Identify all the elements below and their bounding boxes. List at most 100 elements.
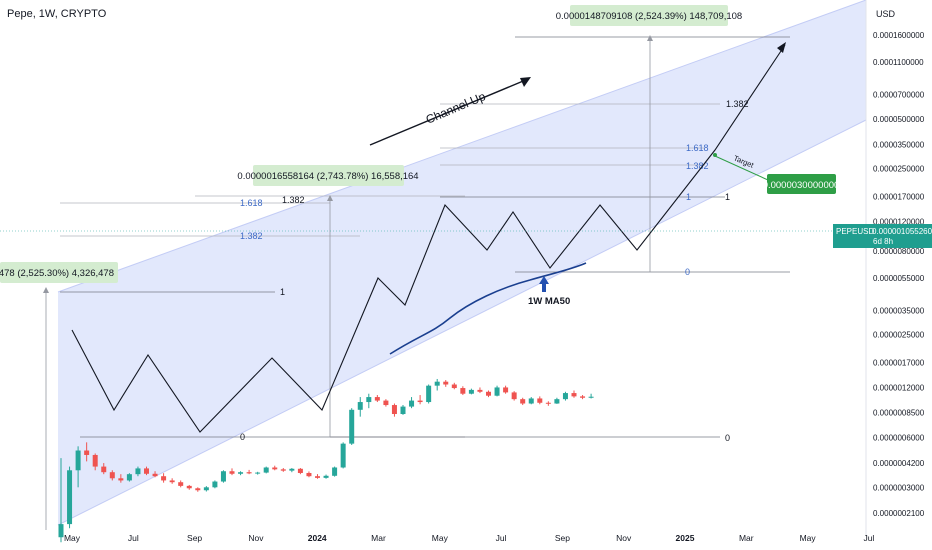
candle-body [357, 402, 363, 410]
candlestick-series [58, 378, 594, 543]
candle-body [588, 396, 594, 398]
ma50-line [389, 262, 587, 355]
y-tick-label: 0.0000120000 [873, 218, 925, 227]
y-tick-label: 0.0000700000 [873, 91, 925, 100]
candle-body [280, 469, 286, 471]
candle-body [203, 487, 209, 491]
y-tick-label: 0.0000002100 [873, 509, 925, 518]
candle-body [520, 399, 526, 404]
price-label-countdown: 6d 8h [873, 237, 893, 246]
candle-body [306, 472, 312, 477]
candle-body [554, 399, 560, 404]
callout-mid-bg [253, 165, 404, 186]
y-tick-label: 0.0000004200 [873, 459, 925, 468]
candle-body [340, 443, 346, 468]
y-tick-label: 0.0000035000 [873, 306, 925, 315]
candle-body [315, 476, 320, 478]
target-badge-bg [767, 174, 836, 194]
fib-mid-1618-label: 1.618 [240, 198, 263, 208]
candle-body [409, 400, 415, 407]
fib-right-1618-label: 1.618 [686, 143, 709, 153]
price-label-bg [833, 224, 932, 248]
y-tick-label: 0.0000008500 [873, 408, 925, 417]
fib-right-0-label: 0 [685, 267, 690, 277]
price-label-value: 0.0000010552600 [872, 227, 932, 236]
ma50-pointer-arrow [539, 276, 549, 292]
x-tick-label: May [64, 533, 81, 543]
candle-body [229, 471, 235, 474]
fib-mid-1382b-label: 1.382 [240, 231, 263, 241]
ma50-label: 1W MA50 [528, 296, 570, 307]
callout-top-text: 0.0000148709108 (2,524.39%) 148,709,108 [556, 11, 742, 22]
x-tick-label: 2025 [676, 533, 695, 543]
candle-body [238, 472, 244, 474]
target-pointer-line [714, 155, 769, 181]
y-tick-label: 0.0000250000 [873, 165, 925, 174]
y-axis-ticks: 0.0001600000 0.0001100000 0.0000700000 0.00… [873, 31, 925, 518]
y-tick-label: 0.0000025000 [873, 331, 925, 340]
y-tick-label: 0.0000017000 [873, 358, 925, 367]
currency-label: USD [876, 9, 896, 19]
candle-body [511, 392, 517, 400]
candle-body [426, 385, 432, 403]
x-tick-label: Mar [739, 533, 754, 543]
fib-left-1-label: 1 [280, 287, 285, 297]
candle-body [417, 400, 423, 403]
x-tick-label: Nov [616, 533, 632, 543]
fib-left-0-label: 0 [240, 432, 245, 442]
x-tick-label: Jul [496, 533, 507, 543]
candle-body [101, 466, 107, 473]
candle-body [126, 474, 132, 481]
y-tick-label: 0.0001100000 [873, 58, 924, 67]
candle-body [255, 472, 261, 474]
candle-body [537, 398, 543, 403]
candle-body [366, 397, 372, 403]
candle-body [195, 488, 201, 491]
candle-body [528, 398, 534, 404]
candle-body [486, 391, 491, 396]
channel-up-arrowhead [520, 77, 531, 87]
channel-upper-line [57, 0, 867, 293]
y-tick-label: 0.0000500000 [873, 115, 925, 124]
candle-body [109, 472, 115, 479]
y-tick-label: 0.0001600000 [873, 31, 925, 40]
candle-body [323, 475, 329, 478]
fib-right-1-label: 1 [686, 192, 691, 202]
candle-body [451, 384, 457, 389]
candle-body [84, 450, 90, 455]
x-tick-label: Jul [128, 533, 139, 543]
target-point [713, 153, 717, 157]
fib-right-1382b-label: 1.382 [686, 161, 709, 171]
candle-body [383, 400, 389, 406]
candle-body [460, 388, 466, 394]
x-tick-label: Nov [248, 533, 264, 543]
fib-right-1382-label: 1.382 [726, 99, 749, 109]
callout-left-bg [0, 262, 118, 283]
candle-body [443, 381, 449, 385]
candle-body [152, 473, 158, 477]
candle-body [477, 389, 483, 392]
candle-body [297, 468, 303, 473]
candle-body [161, 476, 167, 481]
candle-body [289, 468, 295, 471]
candle-body [212, 481, 218, 488]
channel-lower-line [57, 119, 867, 526]
candle-body [374, 397, 380, 401]
callout-top-bg [570, 5, 728, 26]
y-tick-label: 0.0000080000 [873, 247, 925, 256]
candle-body [118, 478, 124, 481]
y-tick-label: 0.0000006000 [873, 433, 925, 442]
candle-body [400, 406, 406, 415]
candle-body [67, 470, 73, 525]
candle-body [503, 387, 509, 393]
candle-body [571, 393, 577, 397]
candle-body [144, 468, 149, 474]
price-label-symbol: PEPEUSD [836, 227, 874, 236]
candle-body [246, 472, 252, 474]
candle-body [272, 467, 278, 470]
candle-body [434, 381, 440, 386]
projection-arrowhead [777, 42, 786, 53]
y-tick-label: 0.0000170000 [873, 192, 925, 201]
y-tick-label: 0.0000055000 [873, 274, 925, 283]
